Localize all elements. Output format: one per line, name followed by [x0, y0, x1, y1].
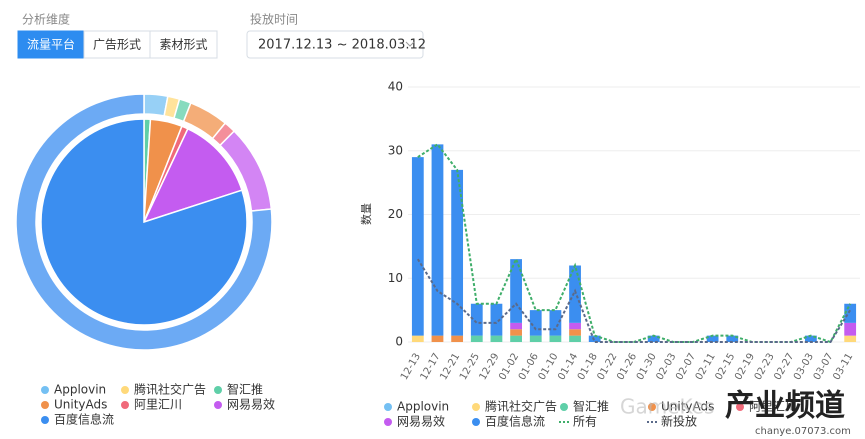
- date-picker[interactable]: [246, 30, 424, 59]
- bar: [451, 169, 464, 336]
- y-tick-label: 30: [388, 143, 403, 157]
- bar: [510, 322, 522, 330]
- legend-dot: [384, 403, 392, 411]
- line-series: [417, 143, 852, 344]
- bar: [569, 329, 581, 336]
- legend-label[interactable]: 智汇推: [573, 399, 609, 414]
- y-axis-label: 数量: [360, 203, 373, 225]
- legend-dot: [472, 418, 480, 426]
- bar: [706, 335, 719, 342]
- filter-button-label[interactable]: 流量平台: [27, 37, 75, 52]
- bar: [529, 310, 542, 336]
- filter-label: 分析维度: [22, 12, 70, 27]
- pie-slice: [142, 127, 243, 224]
- legend-label[interactable]: 腾讯社交广告: [485, 399, 557, 414]
- legend-dot: [121, 386, 129, 394]
- bar: [844, 322, 857, 336]
- filter-label: 投放时间: [250, 12, 298, 27]
- bar: [804, 335, 817, 342]
- legend-dot: [384, 418, 392, 426]
- bar: [529, 335, 542, 342]
- bar: [470, 335, 483, 342]
- bar: [431, 144, 444, 336]
- date-range[interactable]: 2017.12.13 ~ 2018.03.12: [258, 38, 426, 53]
- bar: [844, 303, 857, 323]
- bar: [569, 335, 581, 342]
- y-tick-label: 0: [395, 335, 403, 349]
- bar: [588, 335, 601, 342]
- bar: [549, 335, 562, 342]
- x-tick-label: 03-11: [831, 352, 855, 383]
- y-tick-label: 20: [388, 207, 403, 221]
- legend-label[interactable]: UnityAds: [661, 400, 714, 414]
- watermark: chanye.07073.com: [755, 426, 851, 437]
- legend-dot: [41, 386, 49, 394]
- bar: [726, 335, 739, 342]
- watermark: GameKes: [620, 395, 714, 419]
- legend-dot: [472, 403, 480, 411]
- pie-slice: [40, 118, 248, 326]
- legend-dot: [736, 403, 744, 411]
- filter-button[interactable]: [17, 30, 85, 59]
- legend-label[interactable]: 新投放: [661, 414, 697, 429]
- y-tick-label: 10: [388, 271, 403, 285]
- bar: [470, 303, 483, 336]
- legend-label: 百度信息流: [54, 412, 114, 427]
- chevron: [405, 41, 415, 47]
- bar: [431, 335, 444, 342]
- legend-dot: [214, 401, 222, 409]
- watermark: 产业频道: [725, 389, 845, 424]
- legend-label: Applovin: [54, 383, 106, 397]
- y-tick-label: 40: [388, 80, 403, 94]
- filter-button[interactable]: [83, 30, 151, 59]
- filter-button-label[interactable]: 广告形式: [93, 38, 141, 52]
- filter-button[interactable]: [149, 30, 218, 59]
- legend-dot: [41, 401, 49, 409]
- legend-label: 阿里汇川: [134, 398, 182, 412]
- legend-label[interactable]: 百度信息流: [485, 414, 545, 429]
- legend-label: 网易易效: [227, 397, 275, 412]
- bar: [510, 329, 522, 336]
- legend-label[interactable]: 网易易效: [397, 414, 445, 429]
- bar: [647, 335, 660, 342]
- bar: [510, 335, 522, 342]
- bar: [569, 322, 581, 330]
- legend-label: 腾讯社交广告: [134, 382, 206, 397]
- bar: [549, 310, 562, 336]
- legend-label[interactable]: 所有: [573, 415, 597, 429]
- bar: [451, 335, 464, 342]
- legend-dot: [121, 401, 129, 409]
- pie-slice: [15, 93, 273, 351]
- legend-dot: [560, 403, 568, 411]
- bar: [510, 259, 522, 323]
- legend-label: UnityAds: [54, 398, 107, 412]
- legend-dot: [648, 403, 656, 411]
- legend-dot: [41, 416, 49, 424]
- bar: [411, 335, 424, 342]
- legend-label: 智汇推: [227, 382, 263, 397]
- bar: [411, 157, 424, 336]
- bar: [569, 265, 581, 323]
- line-series: [416, 258, 852, 343]
- legend-label[interactable]: 阿里汇川: [749, 400, 797, 414]
- legend-label[interactable]: Applovin: [397, 400, 449, 414]
- bar: [490, 303, 503, 336]
- filter-button-label[interactable]: 素材形式: [159, 38, 207, 52]
- bar: [844, 335, 857, 342]
- bar: [490, 335, 503, 342]
- legend-dot: [214, 386, 222, 394]
